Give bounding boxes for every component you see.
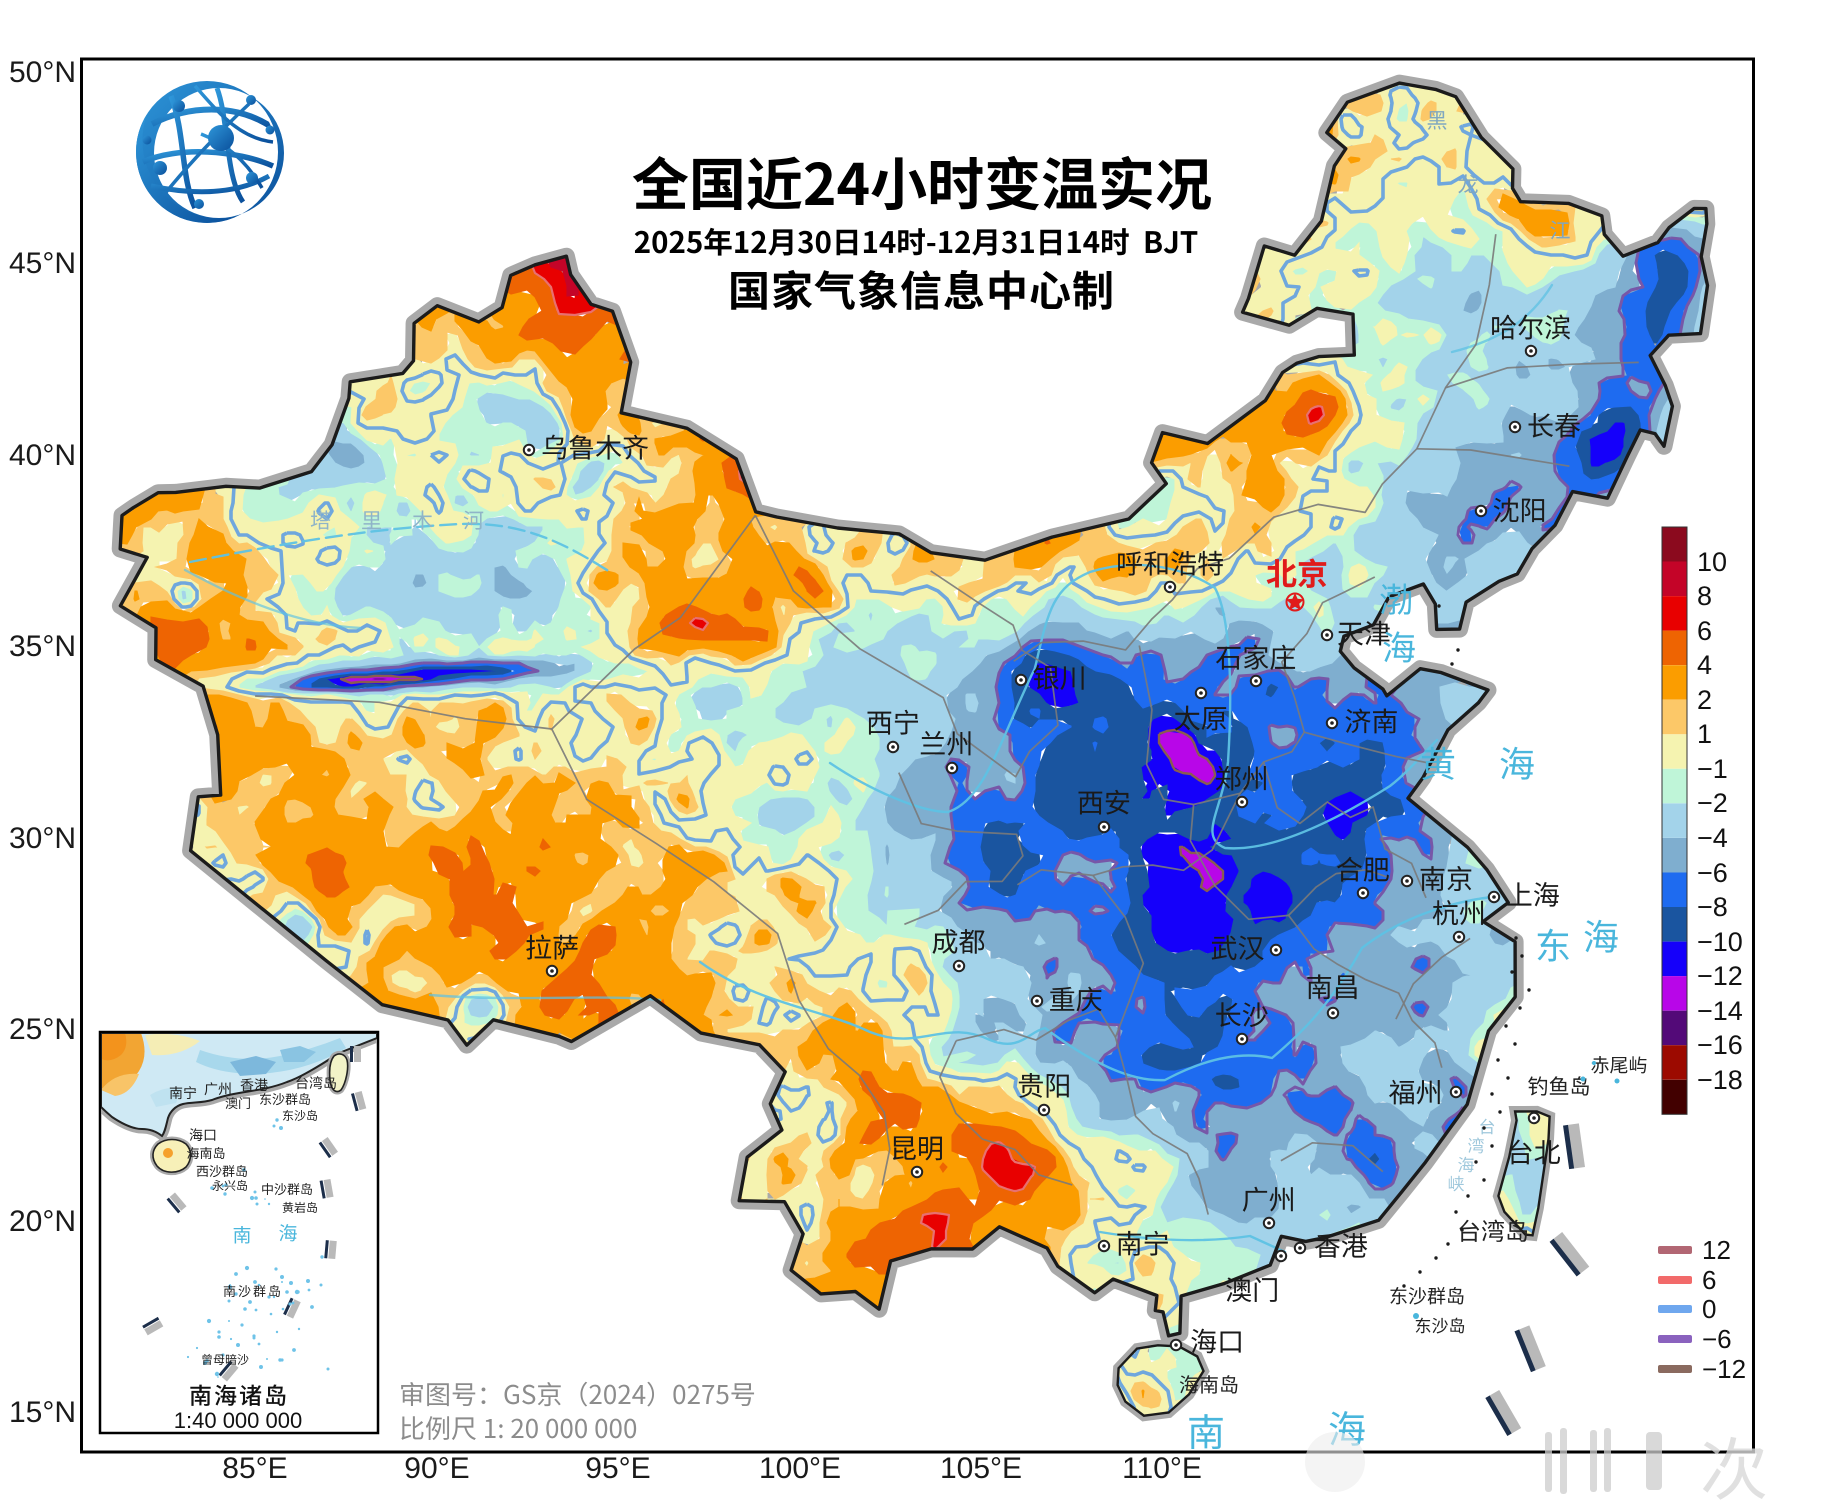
svg-text:−12: −12 bbox=[1697, 961, 1743, 991]
svg-text:40°N: 40°N bbox=[9, 439, 76, 472]
svg-text:2: 2 bbox=[1697, 685, 1712, 715]
svg-text:110°E: 110°E bbox=[1122, 1452, 1202, 1485]
svg-text:45°N: 45°N bbox=[9, 247, 76, 280]
svg-text:−18: −18 bbox=[1697, 1065, 1743, 1095]
svg-text:−4: −4 bbox=[1697, 823, 1728, 853]
svg-text:1: 1 bbox=[1697, 719, 1712, 749]
svg-text:30°N: 30°N bbox=[9, 822, 76, 855]
svg-text:−1: −1 bbox=[1697, 754, 1728, 784]
svg-text:6: 6 bbox=[1697, 616, 1712, 646]
svg-text:20°N: 20°N bbox=[9, 1205, 76, 1238]
svg-text:−14: −14 bbox=[1697, 996, 1743, 1026]
svg-text:0: 0 bbox=[1702, 1294, 1716, 1324]
svg-text:25°N: 25°N bbox=[9, 1013, 76, 1046]
svg-text:50°N: 50°N bbox=[9, 56, 76, 89]
svg-text:105°E: 105°E bbox=[940, 1452, 1022, 1485]
svg-text:90°E: 90°E bbox=[404, 1452, 469, 1485]
svg-text:35°N: 35°N bbox=[9, 630, 76, 663]
svg-text:−6: −6 bbox=[1697, 858, 1728, 888]
svg-text:−12: −12 bbox=[1702, 1354, 1746, 1384]
svg-text:1:40 000 000: 1:40 000 000 bbox=[174, 1408, 302, 1433]
svg-text:−6: −6 bbox=[1702, 1324, 1732, 1354]
svg-text:12: 12 bbox=[1702, 1235, 1731, 1265]
svg-text:95°E: 95°E bbox=[585, 1452, 650, 1485]
svg-text:4: 4 bbox=[1697, 650, 1712, 680]
svg-text:−10: −10 bbox=[1697, 927, 1743, 957]
svg-text:15°N: 15°N bbox=[9, 1396, 76, 1429]
svg-text:−16: −16 bbox=[1697, 1030, 1743, 1060]
svg-text:−8: −8 bbox=[1697, 892, 1728, 922]
svg-text:8: 8 bbox=[1697, 581, 1712, 611]
svg-text:10: 10 bbox=[1697, 547, 1727, 577]
svg-text:85°E: 85°E bbox=[222, 1452, 287, 1485]
svg-text:−2: −2 bbox=[1697, 788, 1728, 818]
svg-text:6: 6 bbox=[1702, 1265, 1716, 1295]
svg-text:100°E: 100°E bbox=[759, 1452, 841, 1485]
